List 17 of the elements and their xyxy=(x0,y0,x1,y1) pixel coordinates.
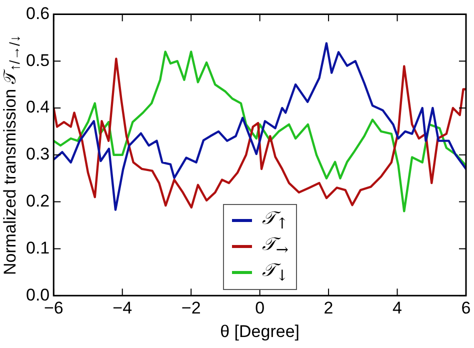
y-tick-label: 0.3 xyxy=(26,144,50,164)
x-tick-label: −2 xyxy=(181,298,201,318)
y-tick-label: 0.5 xyxy=(26,50,50,70)
y-tick-label: 0.1 xyxy=(26,238,50,258)
y-tick-label: 0.6 xyxy=(26,4,50,23)
x-tick-label: 6 xyxy=(461,298,471,318)
x-tick-label: −4 xyxy=(112,298,132,318)
x-tick-label: 2 xyxy=(324,298,334,318)
y-tick-label: 0.4 xyxy=(26,98,50,117)
x-tick-label: 4 xyxy=(392,298,402,318)
legend-label: 𝒯$_{↓}$ xyxy=(262,260,288,285)
legend-label: 𝒯$_{↑}$ xyxy=(262,208,288,233)
x-axis-title: θ [Degree] xyxy=(220,322,300,342)
y-tick-label: 0.0 xyxy=(26,285,50,304)
y-tick-label: 0.2 xyxy=(26,191,50,210)
legend-label: 𝒯$_{→}$ xyxy=(262,234,288,259)
x-tick-label: 0 xyxy=(255,298,265,318)
